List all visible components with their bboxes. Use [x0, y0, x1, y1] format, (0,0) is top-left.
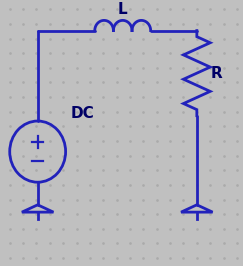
Text: R: R [210, 66, 222, 81]
Text: DC: DC [70, 106, 94, 120]
Text: L: L [118, 2, 128, 17]
